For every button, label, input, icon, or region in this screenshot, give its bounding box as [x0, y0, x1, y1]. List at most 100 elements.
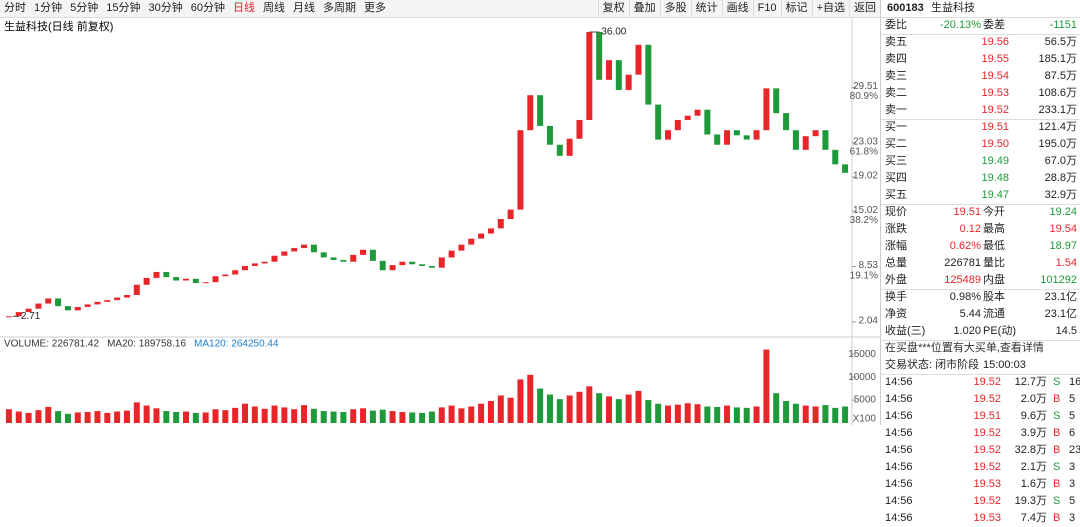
level-volume: 67.0万	[1044, 155, 1077, 167]
candle	[615, 60, 622, 91]
candle	[399, 261, 406, 266]
volume-bar	[546, 394, 553, 423]
volume-bar	[291, 409, 298, 423]
candle	[163, 271, 170, 278]
candle	[409, 261, 416, 265]
period-tab[interactable]: 多周期	[323, 2, 356, 14]
candle	[35, 303, 42, 309]
status-time: 15:00:03	[983, 359, 1026, 371]
volume-bar	[605, 396, 612, 423]
stat-label: 内盘	[983, 274, 1005, 286]
separator	[881, 17, 1080, 18]
volume-bar	[114, 411, 121, 423]
volume-bar	[684, 403, 691, 423]
candle	[635, 44, 642, 75]
period-tab[interactable]: 分时	[4, 2, 26, 14]
volume-bar	[25, 412, 32, 423]
period-tab[interactable]: 15分钟	[106, 2, 141, 14]
volume-bar	[487, 400, 494, 423]
volume-bar	[674, 404, 681, 423]
stat-value: -1151	[1049, 19, 1077, 31]
volume-bar	[340, 411, 347, 423]
trade-volume: 12.7万	[1014, 376, 1047, 388]
trade-count: 5	[1069, 393, 1076, 405]
stat-label: 总量	[885, 257, 907, 269]
candle	[655, 104, 662, 140]
period-tab[interactable]: 周线	[263, 2, 285, 14]
candle	[438, 257, 445, 268]
stat-value: 14.5	[1055, 325, 1077, 337]
tool-button[interactable]: 标记	[780, 0, 812, 17]
candle	[389, 265, 396, 271]
candle	[291, 248, 298, 252]
unit-label: X100	[853, 414, 877, 425]
candle	[340, 260, 347, 262]
y-tick-label: 5000	[854, 395, 877, 406]
period-tab[interactable]: 30分钟	[148, 2, 183, 14]
period-tab[interactable]: 60分钟	[190, 2, 225, 14]
volume-bar	[733, 407, 740, 423]
candle	[507, 209, 514, 220]
tool-button[interactable]: +自选	[811, 0, 849, 17]
legend-entry: MA20: 189758.16	[107, 339, 186, 350]
volume-bar	[45, 406, 52, 423]
tool-button[interactable]: 叠加	[628, 0, 660, 17]
candle	[704, 109, 711, 135]
level-price: 19.56	[981, 36, 1009, 48]
volume-bar	[458, 408, 465, 423]
period-tab[interactable]: 1分钟	[34, 2, 63, 14]
candle	[114, 297, 121, 301]
candle	[556, 144, 563, 156]
trade-time: 14:56	[885, 444, 913, 456]
tool-button[interactable]: 画线	[721, 0, 753, 17]
candle	[783, 113, 790, 131]
candle	[517, 130, 524, 210]
stat-value: 101292	[1040, 274, 1077, 286]
volume-bar	[173, 411, 180, 423]
volume-bar	[212, 409, 219, 423]
tool-button[interactable]: F10	[752, 0, 781, 17]
trade-volume: 19.3万	[1014, 495, 1047, 507]
fib-label: 61.8%	[850, 146, 878, 157]
candle	[143, 277, 150, 285]
candle	[753, 130, 760, 140]
level-price: 19.55	[981, 53, 1009, 65]
level-volume: 185.1万	[1038, 53, 1077, 65]
candle	[330, 257, 337, 261]
fib-label: 19.1%	[850, 270, 878, 281]
volume-bar	[842, 406, 849, 423]
candle	[360, 249, 367, 255]
volume-bar	[242, 403, 249, 423]
level-label: 卖五	[885, 36, 907, 48]
candle	[773, 88, 780, 114]
trade-time: 14:56	[885, 427, 913, 439]
period-tab[interactable]: 5分钟	[70, 2, 99, 14]
trade-volume: 3.9万	[1020, 427, 1047, 439]
fib-label: 38.2%	[850, 215, 878, 226]
candle	[222, 274, 229, 277]
volume-bar	[35, 410, 42, 423]
trade-time: 14:56	[885, 410, 913, 422]
tool-button[interactable]: 复权	[597, 0, 629, 17]
volume-bar	[655, 403, 662, 423]
candle	[320, 252, 327, 258]
level-label: 买一	[885, 121, 907, 133]
candle	[458, 244, 465, 251]
period-tab[interactable]: 更多	[364, 2, 386, 14]
tool-button[interactable]: 多股	[659, 0, 691, 17]
stat-value: 19.51	[953, 206, 981, 218]
volume-bar	[586, 386, 593, 423]
candle	[45, 298, 52, 304]
tool-button[interactable]: 返回	[849, 0, 880, 17]
level-volume: 195.0万	[1038, 138, 1077, 150]
candle	[586, 32, 593, 120]
level-volume: 87.5万	[1044, 70, 1077, 82]
volume-bar	[143, 405, 150, 423]
tool-button[interactable]: 统计	[690, 0, 722, 17]
period-tab[interactable]: 日线	[233, 2, 255, 14]
level-volume: 108.6万	[1038, 87, 1077, 99]
volume-bar	[202, 412, 209, 423]
trade-time: 14:56	[885, 478, 913, 490]
trade-volume: 2.1万	[1020, 461, 1047, 473]
period-tab[interactable]: 月线	[293, 2, 315, 14]
